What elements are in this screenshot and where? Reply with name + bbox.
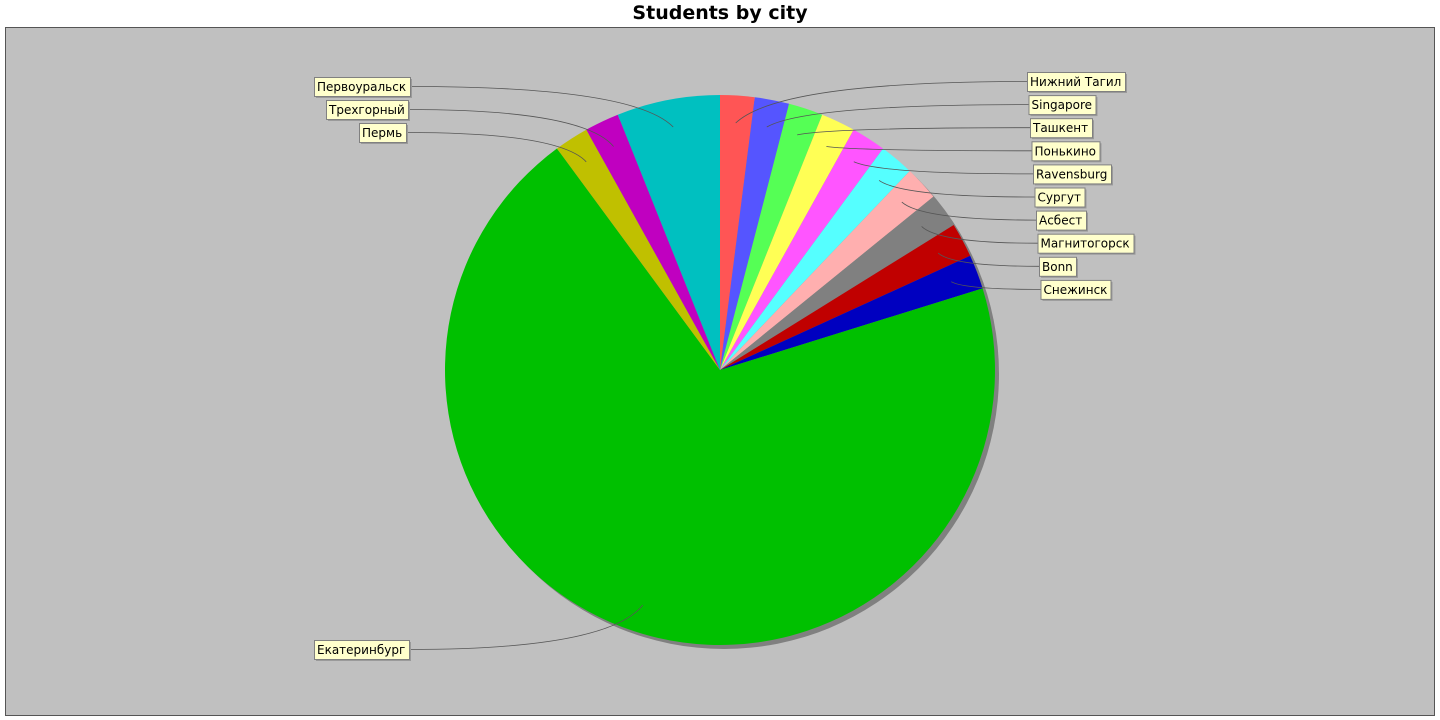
slice-label-text: Трехгорный (328, 103, 405, 117)
slice-label-singapore: Singapore (1028, 95, 1098, 117)
leader-lines (405, 81, 1041, 650)
slice-label-text: Bonn (1042, 260, 1073, 274)
slice-label-text: Singapore (1032, 98, 1093, 112)
leader-line-singapore (766, 104, 1029, 128)
slice-label-text: Магнитогорск (1041, 237, 1130, 251)
slice-labels: Нижний Тагил Singapore Ташкент Понькино Rave… (314, 72, 1136, 661)
slice-label-text: Ravensburg (1036, 167, 1107, 181)
slice-label-text: Понькино (1035, 144, 1097, 158)
slice-label-трехгорный: Трехгорный (326, 100, 410, 121)
slice-label-text: Екатеринбург (317, 643, 405, 657)
slice-label-text: Снежинск (1044, 283, 1108, 297)
pie-slice-ташкент (720, 103, 823, 370)
slice-label-text: Сургут (1038, 191, 1082, 205)
pie-slice-первоуральск (617, 95, 720, 370)
slice-label-box (1027, 72, 1126, 92)
slice-label-пермь: Пермь (359, 123, 408, 144)
leader-line-магнитогорск (921, 226, 1038, 244)
slice-label-понькино: Понькино (1031, 141, 1102, 163)
chart-title: Students by city (632, 2, 808, 24)
pie-slice-трехгорный (586, 114, 720, 370)
leader-line-сургут (878, 180, 1035, 198)
slice-label-bonn: Bonn (1039, 256, 1078, 278)
slice-label-box (1037, 233, 1135, 254)
slice-label-box (1034, 187, 1086, 208)
slice-label-ташкент: Ташкент (1030, 118, 1094, 140)
slice-label-text: Нижний Тагил (1030, 75, 1121, 89)
slice-label-снежинск: Снежинск (1040, 279, 1113, 301)
pie-slice-нижний-тагил (720, 95, 755, 370)
slice-label-box (1031, 141, 1101, 162)
slice-label-сургут: Сургут (1034, 187, 1087, 209)
pie-slice-сургут (720, 148, 910, 370)
pie-slice-ravensburg (720, 129, 884, 370)
pie-slice-екатеринбург (445, 148, 996, 645)
slice-label-box (1028, 95, 1097, 116)
leader-line-снежинск (951, 281, 1041, 290)
slice-label-нижний-тагил: Нижний Тагил (1027, 72, 1127, 93)
pie-slice-снежинск (720, 255, 983, 370)
leader-line-пермь (405, 132, 587, 163)
pie-slices (445, 95, 996, 645)
slice-label-ravensburg: Ravensburg (1033, 164, 1113, 186)
pie-slice-bonn (720, 225, 971, 370)
pie-slice-магнитогорск (720, 196, 954, 370)
pie-slice-singapore (720, 97, 790, 371)
leader-line-асбест (901, 201, 1037, 221)
pie-slice-пермь (556, 129, 720, 370)
slice-label-box (359, 123, 407, 143)
leader-line-ташкент (797, 127, 1031, 136)
leader-line-ravensburg (853, 161, 1034, 175)
slice-label-text: Первоуральск (317, 80, 406, 94)
pie-slice-асбест (720, 170, 934, 370)
slice-label-box (1030, 118, 1093, 139)
leader-line-первоуральск (409, 86, 674, 128)
slice-label-екатеринбург: Екатеринбург (314, 640, 411, 661)
slice-label-text: Пермь (362, 126, 402, 140)
slice-label-box (314, 640, 410, 660)
slice-label-box (1039, 256, 1077, 277)
slice-label-box (326, 100, 409, 120)
slice-label-text: Ташкент (1032, 121, 1088, 135)
leader-line-екатеринбург (408, 604, 644, 650)
slice-label-первоуральск: Первоуральск (314, 77, 412, 98)
leader-line-понькино (826, 146, 1032, 152)
leader-line-трехгорный (407, 109, 614, 147)
slice-label-асбест: Асбест (1036, 210, 1088, 232)
slice-label-магнитогорск: Магнитогорск (1037, 233, 1136, 255)
leader-line-нижний-тагил (735, 81, 1028, 124)
slice-label-text: Асбест (1039, 214, 1082, 228)
slice-label-box (314, 77, 411, 97)
leader-line-bonn (937, 252, 1040, 267)
pie-slice-понькино (720, 114, 854, 370)
slice-label-box (1036, 210, 1087, 231)
slice-label-box (1040, 279, 1112, 300)
slice-label-box (1033, 164, 1112, 185)
